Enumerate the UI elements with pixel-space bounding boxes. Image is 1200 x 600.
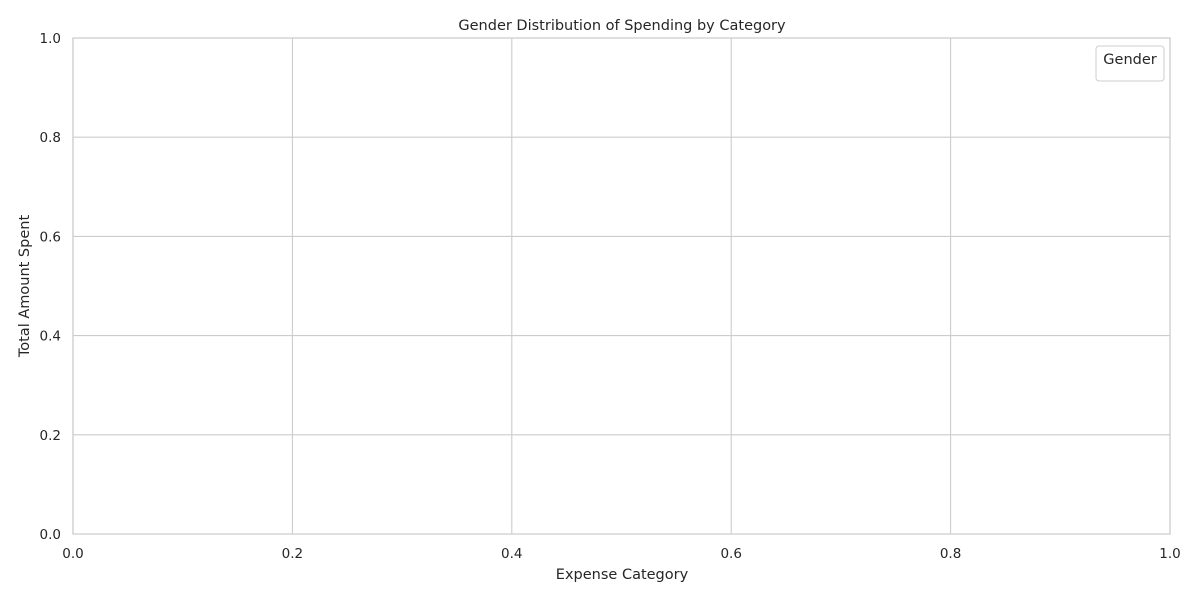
- chart-title: Gender Distribution of Spending by Categ…: [458, 18, 786, 34]
- legend-box: [1095, 45, 1165, 82]
- y-tick-label: 0.8: [40, 130, 61, 146]
- x-tick-label: 1.0: [1159, 546, 1180, 562]
- legend-title: Gender: [1103, 52, 1156, 68]
- plot-area-frame: [72, 37, 1171, 535]
- x-tick-label: 0.4: [501, 546, 522, 562]
- y-tick-label: 0.6: [40, 229, 61, 245]
- x-tick-label: 0.8: [940, 546, 961, 562]
- y-tick-labels: 0.0 0.2 0.4 0.6 0.8 1.0: [40, 31, 61, 543]
- legend: Gender: [1095, 45, 1165, 82]
- y-tick-label: 1.0: [40, 31, 61, 47]
- y-tick-label: 0.0: [40, 527, 61, 543]
- y-tick-label: 0.2: [40, 428, 61, 444]
- x-tick-labels: 0.0 0.2 0.4 0.6 0.8 1.0: [62, 546, 1180, 562]
- x-tick-label: 0.0: [62, 546, 83, 562]
- y-axis-label: Total Amount Spent: [17, 215, 33, 359]
- x-tick-label: 0.6: [720, 546, 741, 562]
- x-tick-label: 0.2: [282, 546, 303, 562]
- y-tick-label: 0.4: [40, 329, 61, 345]
- x-axis-label: Expense Category: [556, 567, 689, 583]
